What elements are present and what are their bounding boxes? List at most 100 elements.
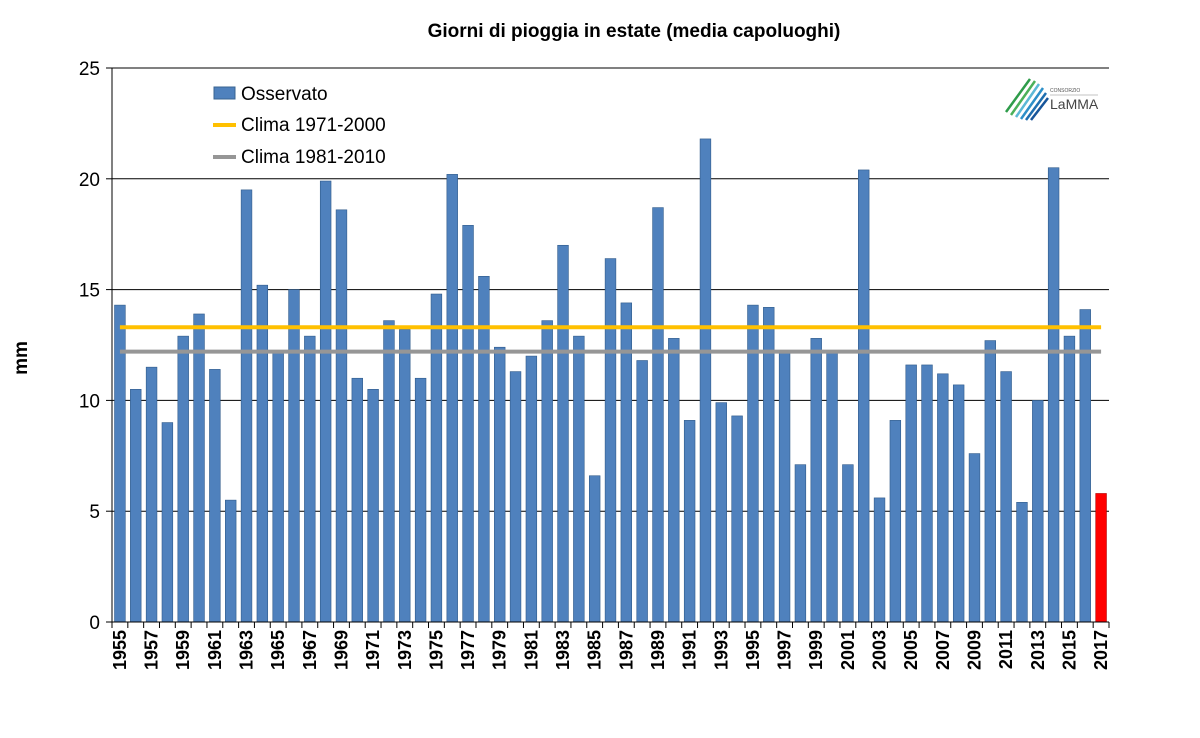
bar <box>557 244 569 623</box>
x-tick-label: 1961 <box>205 630 225 670</box>
bar <box>240 189 253 623</box>
y-tick-label: 15 <box>79 281 100 302</box>
bar <box>256 284 269 623</box>
x-tick-label: 1969 <box>331 630 351 670</box>
bar <box>288 289 300 623</box>
bar <box>145 366 158 623</box>
x-tick-label: 2011 <box>996 630 1016 669</box>
bar <box>509 371 522 623</box>
bar <box>984 340 996 623</box>
x-tick-label: 2007 <box>933 630 953 670</box>
x-tick-label: 1959 <box>173 630 193 670</box>
bar <box>525 355 538 623</box>
logo-big-text: LaMMA <box>1050 96 1099 112</box>
logo-small-text: CONSORZIO <box>1050 88 1080 94</box>
bar <box>810 338 822 623</box>
bar <box>130 389 142 623</box>
bar <box>588 475 601 623</box>
y-tick-label: 5 <box>89 502 100 523</box>
lamma-logo-stripes-icon <box>1004 78 1049 121</box>
bar <box>1032 400 1044 623</box>
bar <box>399 329 411 623</box>
x-tick-label: 1991 <box>680 630 700 670</box>
legend-label-observed: Osservato <box>241 84 328 105</box>
x-tick-label: 1977 <box>458 630 478 670</box>
x-tick-label: 1975 <box>426 630 446 670</box>
x-tick-label: 1997 <box>775 630 795 670</box>
x-tick-label: 1979 <box>490 630 510 670</box>
x-tick-label: 2003 <box>870 630 890 670</box>
y-axis-label: mm <box>11 341 32 375</box>
legend-swatch-observed <box>213 86 236 100</box>
bar <box>937 373 949 623</box>
bar <box>272 351 284 623</box>
bar <box>1000 371 1012 623</box>
bar <box>699 138 712 623</box>
bar <box>842 464 854 623</box>
bar <box>225 499 237 623</box>
bar <box>683 420 696 623</box>
x-tick-label: 2015 <box>1059 630 1079 670</box>
legend-label-clima-1971-2000: Clima 1971-2000 <box>241 115 386 136</box>
x-tick-label: 1981 <box>521 630 541 670</box>
legend-label-clima-1981-2010: Clima 1981-2010 <box>241 147 386 168</box>
bar <box>905 364 917 623</box>
chart-title: Giorni di pioggia in estate (media capol… <box>428 21 841 42</box>
bar <box>889 420 902 623</box>
y-tick-label: 0 <box>89 613 100 634</box>
x-tick-label: 1983 <box>553 630 573 670</box>
bar <box>652 207 664 623</box>
bar <box>826 351 838 623</box>
x-tick-label: 1987 <box>616 630 636 670</box>
bars <box>114 138 1107 623</box>
bar <box>304 335 316 623</box>
bar <box>209 369 221 623</box>
bar <box>778 351 791 623</box>
bar <box>161 422 174 623</box>
x-tick-label: 1999 <box>806 630 826 670</box>
bar <box>193 313 205 623</box>
x-tick-label: 1967 <box>300 630 320 670</box>
y-tick-label: 10 <box>79 391 100 412</box>
bar <box>873 497 886 623</box>
x-tick-label: 2001 <box>838 630 858 670</box>
x-tick-label: 2009 <box>964 630 984 670</box>
bar <box>858 169 870 623</box>
x-tick-label: 1965 <box>268 630 288 670</box>
bar <box>573 335 585 623</box>
x-tick-label: 2005 <box>901 630 921 670</box>
bar <box>462 225 474 623</box>
bar <box>541 320 553 623</box>
climate-lines <box>119 325 1102 354</box>
bar <box>715 402 727 623</box>
lamma-logo: CONSORZIO LaMMA <box>1004 78 1099 121</box>
bar <box>636 360 648 623</box>
x-tick-label: 1993 <box>711 630 731 670</box>
x-tick-label: 1995 <box>743 630 763 670</box>
x-tick-label: 1973 <box>395 630 415 670</box>
bar <box>430 293 443 623</box>
bar <box>335 209 348 623</box>
x-tick-label: 1985 <box>585 630 605 670</box>
bar <box>1016 502 1028 623</box>
bar <box>1095 493 1107 623</box>
bar <box>319 180 332 623</box>
bar <box>1047 167 1060 623</box>
x-tick-label: 1955 <box>110 630 130 670</box>
bar <box>604 258 617 623</box>
bar <box>494 346 506 623</box>
x-tick-labels: 1955 1957 1959 1961 1963 1965 1967 1969 1971 1973… <box>110 630 1111 670</box>
bar <box>952 384 965 623</box>
legend: Osservato Clima 1971-2000 Clima 1981-201… <box>213 84 386 168</box>
bar <box>367 389 379 623</box>
x-tick-label: 2013 <box>1028 630 1048 670</box>
x-tick-label: 1971 <box>363 630 383 670</box>
y-tick-label: 25 <box>79 59 100 80</box>
bar <box>794 464 807 623</box>
bar <box>177 335 189 623</box>
bar <box>383 320 395 623</box>
bar <box>414 377 427 623</box>
bar <box>1063 335 1076 623</box>
axes <box>106 67 1110 628</box>
